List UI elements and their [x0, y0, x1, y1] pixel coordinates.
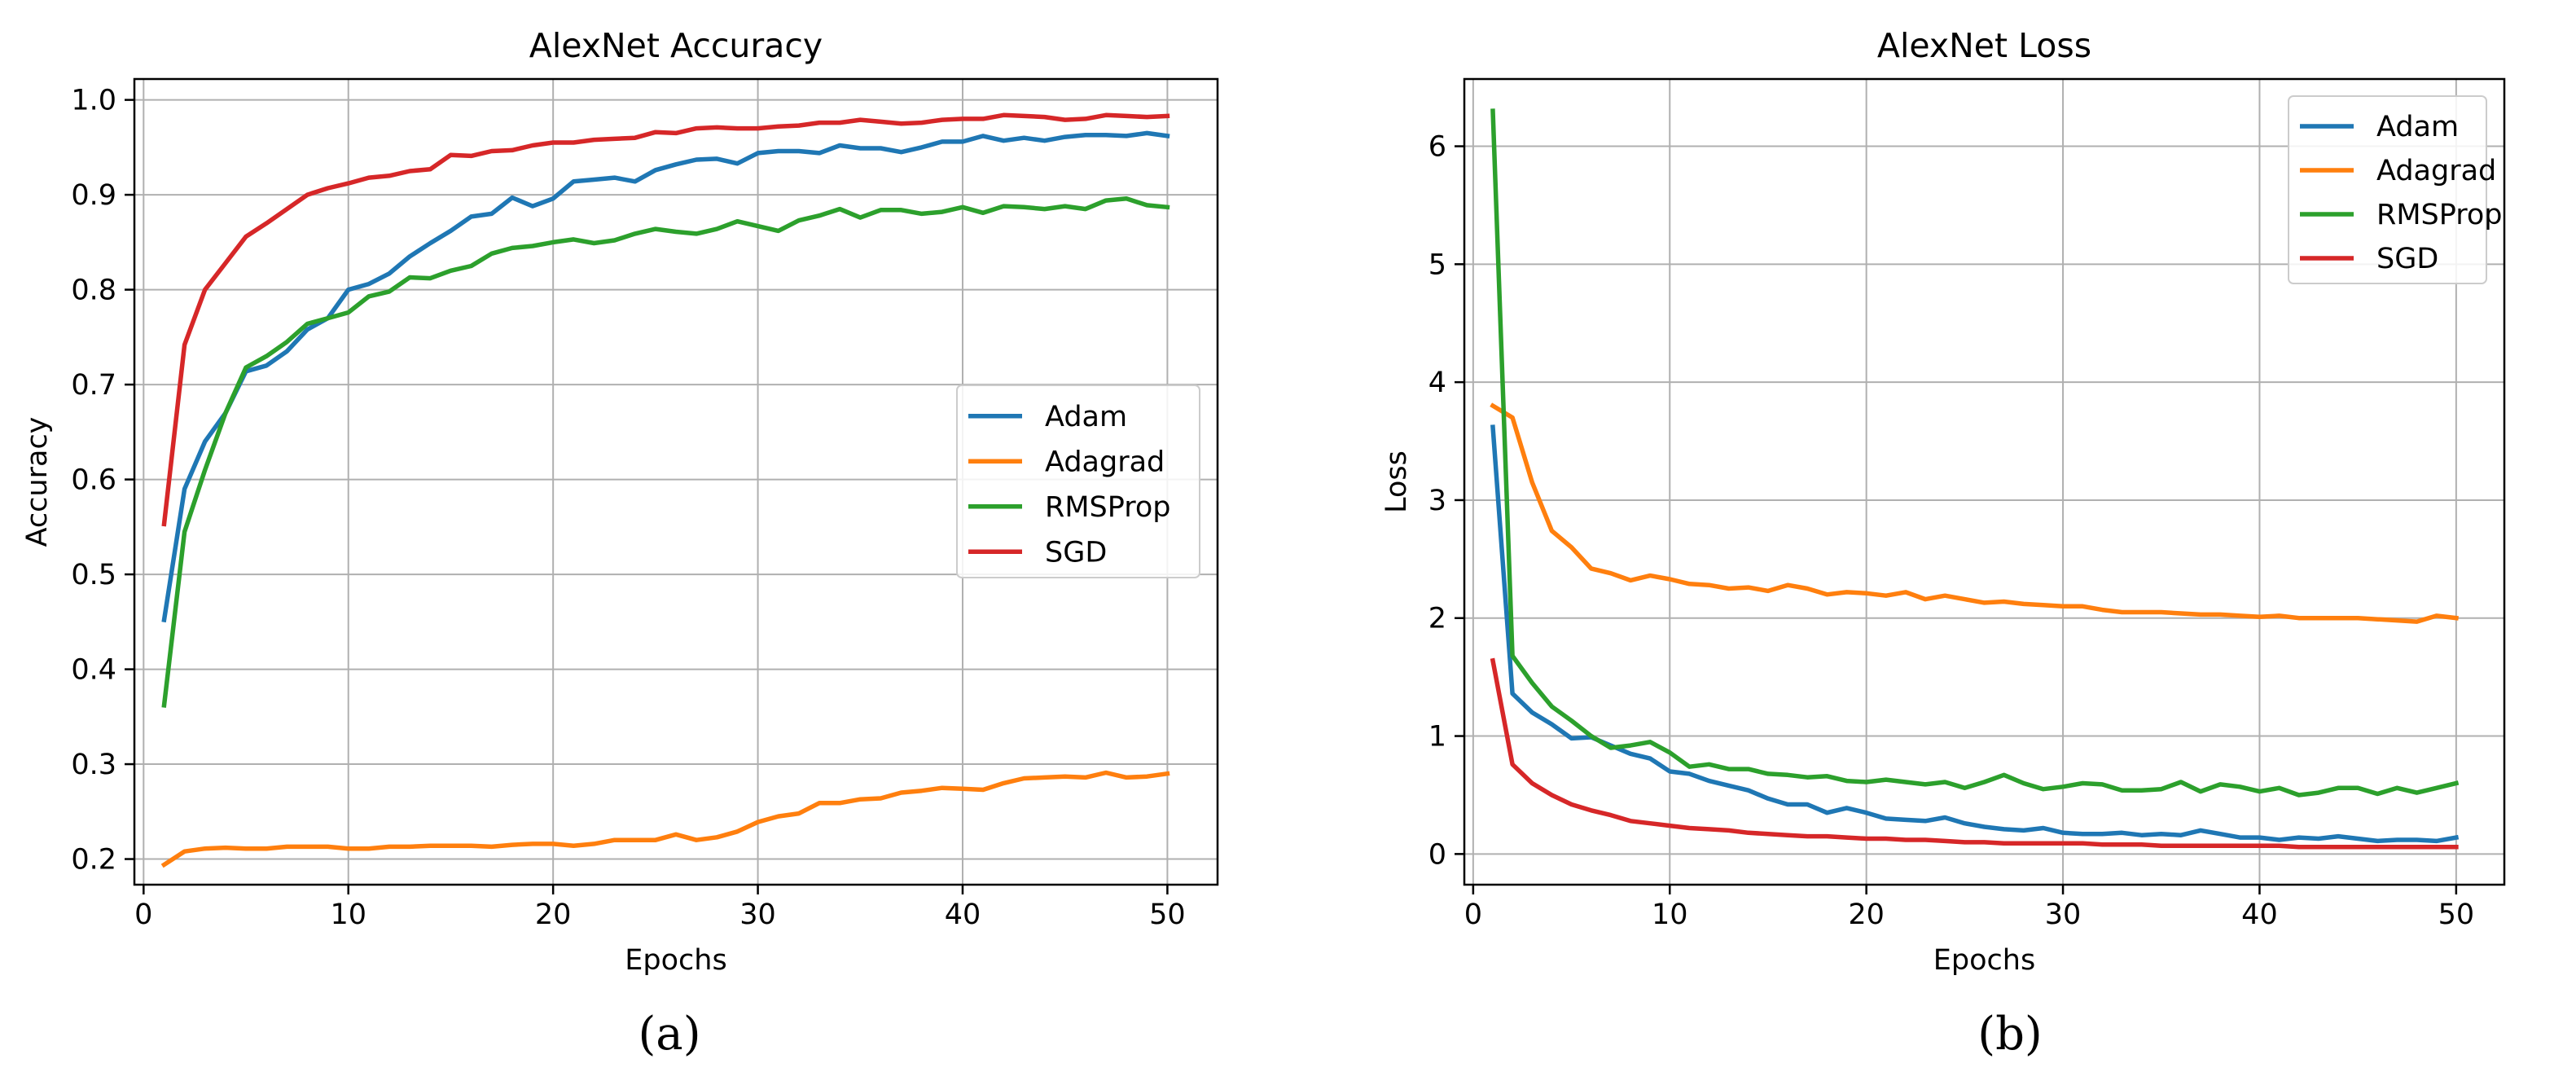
accuracy-series-lines [160, 112, 1170, 868]
legend-box [2288, 95, 2487, 284]
x-tick-label: 50 [2438, 899, 2475, 931]
accuracy-plot-frame [133, 77, 1219, 886]
loss-x-axis-label: Epochs [1933, 944, 2035, 977]
y-tick-label: 0.7 [71, 369, 116, 402]
x-tick-label: 10 [1652, 899, 1688, 931]
loss-plot-frame [1463, 77, 2506, 886]
y-tick-label: 0.5 [71, 559, 116, 591]
legend-label-rmsprop: RMSProp [2376, 199, 2502, 231]
y-tick-label: 0.3 [71, 749, 116, 781]
y-tick-label: 6 [1428, 131, 1446, 164]
legend-label-adagrad: Adagrad [2376, 155, 2496, 187]
x-tick-label: 0 [134, 899, 152, 931]
y-tick-label: 0.8 [71, 275, 116, 307]
y-tick-label: 2 [1428, 603, 1446, 635]
accuracy-x-axis-label: Epochs [625, 944, 726, 977]
y-tick-label: 3 [1428, 485, 1446, 517]
legend-label-rmsprop: RMSProp [1045, 491, 1170, 524]
series-line-adam [161, 130, 1170, 623]
y-tick-label: 1.0 [71, 85, 116, 117]
y-tick-label: 0.4 [71, 654, 116, 687]
accuracy-legend: Adam Adagrad RMSProp SGD [956, 385, 1200, 578]
series-line-rmsprop [1490, 108, 2460, 798]
x-tick-label: 20 [1848, 899, 1885, 931]
x-tick-label: 40 [2241, 899, 2278, 931]
loss-caption: (b) [1977, 1008, 2043, 1061]
loss-title: AlexNet Loss [1877, 26, 2091, 65]
loss-series-lines [1490, 108, 2460, 850]
accuracy-title: AlexNet Accuracy [529, 26, 823, 65]
legend-label-sgd: SGD [1045, 536, 1107, 569]
y-tick-label: 4 [1428, 367, 1446, 399]
accuracy-caption: (a) [638, 1008, 700, 1061]
accuracy-chart: 0 10 20 30 40 50 0.2 0.3 0.4 0.5 0.6 0.7 0.8 0.9 1.0 Al… [21, 26, 1219, 1061]
y-tick-label: 1 [1428, 721, 1446, 754]
y-tick-label: 0 [1428, 838, 1446, 871]
series-line-sgd [1490, 657, 2459, 850]
legend-label-adam: Adam [1045, 401, 1127, 433]
accuracy-y-axis-label: Accuracy [21, 417, 54, 547]
legend-box [956, 385, 1200, 578]
x-tick-label: 40 [945, 899, 981, 931]
x-tick-label: 30 [739, 899, 776, 931]
x-tick-label: 50 [1149, 899, 1186, 931]
legend-label-sgd: SGD [2376, 243, 2438, 275]
x-tick-label: 10 [330, 899, 366, 931]
series-line-rmsprop [161, 196, 1170, 708]
legend-label-adam: Adam [2376, 111, 2459, 143]
loss-legend: Adam Adagrad RMSProp SGD [2288, 95, 2502, 284]
x-tick-label: 30 [2045, 899, 2082, 931]
loss-chart: 0 10 20 30 40 50 0 1 2 3 4 5 6 AlexNet Loss Epochs Loss… [1380, 26, 2506, 1061]
y-tick-label: 0.6 [71, 464, 116, 497]
series-line-adam [1490, 424, 2460, 844]
loss-y-axis-label: Loss [1380, 450, 1413, 513]
series-line-adagrad [1490, 402, 2459, 624]
y-tick-label: 0.2 [71, 844, 116, 877]
series-line-sgd [161, 112, 1170, 527]
series-line-adagrad [160, 770, 1170, 868]
x-tick-label: 20 [535, 899, 572, 931]
y-tick-label: 5 [1428, 248, 1446, 281]
legend-label-adagrad: Adagrad [1045, 446, 1165, 478]
y-tick-label: 0.9 [71, 179, 116, 212]
x-tick-label: 0 [1464, 899, 1482, 931]
